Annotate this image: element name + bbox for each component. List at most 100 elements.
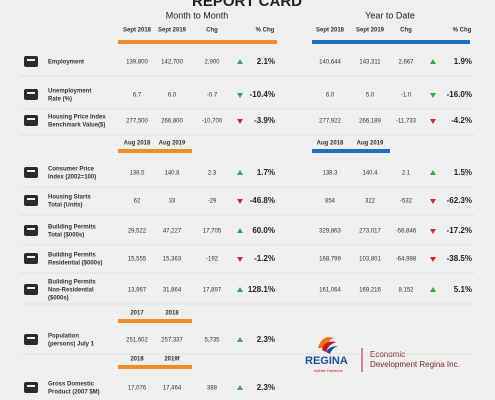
cell: 17,076 xyxy=(128,386,147,392)
pct-change: -38.5% xyxy=(447,254,472,263)
row-label: Consumer Price xyxy=(48,167,95,173)
row-icon xyxy=(24,89,38,100)
pct-change: -3.9% xyxy=(254,116,275,125)
arrow-up xyxy=(237,337,243,342)
cell: 143,311 xyxy=(359,60,381,66)
logo-swoosh xyxy=(326,346,338,354)
row-label: Housing Price Index xyxy=(48,115,106,121)
row-icon-detail xyxy=(27,385,35,387)
row-icon xyxy=(24,56,38,67)
title: REPORT CARD xyxy=(192,0,302,10)
pct-change: 128.1% xyxy=(248,285,275,294)
cell: -10,700 xyxy=(202,119,223,125)
cell: -192 xyxy=(206,257,219,263)
arrow-up xyxy=(237,59,243,64)
logo-org: Economic xyxy=(370,350,405,359)
arrow-up xyxy=(237,228,243,233)
row-label: Index (2002=100) xyxy=(48,175,96,181)
pct-change: -10.4% xyxy=(250,90,275,99)
arrow-up xyxy=(237,287,243,292)
cell: 329,863 xyxy=(319,229,341,235)
arrow-down xyxy=(430,257,436,262)
cell: -532 xyxy=(400,199,413,205)
pct-change: 2.3% xyxy=(257,335,275,344)
month-header: Month to Month xyxy=(166,10,229,20)
row-label: Employment xyxy=(48,60,84,66)
row-icon xyxy=(24,253,38,264)
cell: 15,555 xyxy=(128,257,147,263)
pct-change: 5.1% xyxy=(454,285,472,294)
cell: 140.8 xyxy=(164,171,180,177)
logo-tagline: Infinite Horizons xyxy=(314,368,343,373)
period-label: Aug 2018 xyxy=(317,141,344,147)
month-bar xyxy=(118,40,277,44)
logo-org: Development Regina Inc. xyxy=(370,360,460,369)
pct-change: 2.1% xyxy=(257,57,275,66)
period-label: 2018 xyxy=(130,357,144,363)
row-icon-detail xyxy=(27,92,35,94)
cell: 277,922 xyxy=(319,119,341,125)
arrow-down xyxy=(430,93,436,98)
cell: 5,735 xyxy=(204,338,220,344)
cell: 15,363 xyxy=(163,257,182,263)
pct-change: -1.2% xyxy=(254,254,275,263)
period-bar xyxy=(118,149,192,153)
row-icon xyxy=(24,284,38,295)
cell: 140.4 xyxy=(362,171,378,177)
period-label: 2019f xyxy=(164,357,180,363)
row-label: Non-Residential xyxy=(48,288,94,294)
row-icon xyxy=(24,167,38,178)
period-bar xyxy=(118,365,192,369)
arrow-down xyxy=(237,257,243,262)
column-header: Sept 2019 xyxy=(356,28,385,34)
cell: 17,897 xyxy=(203,288,222,294)
cell: 277,500 xyxy=(126,119,148,125)
logo-swoosh xyxy=(322,341,336,352)
cell: 2.3 xyxy=(208,171,217,177)
pct-change: -62.3% xyxy=(447,196,472,205)
period-label: Aug 2019 xyxy=(159,141,186,147)
column-header: % Chg xyxy=(453,28,472,34)
row-icon xyxy=(24,334,38,345)
row-label: Residential ($000s) xyxy=(48,261,102,267)
arrow-down xyxy=(430,119,436,124)
cell: 142,700 xyxy=(161,60,183,66)
cell: 139,800 xyxy=(126,60,148,66)
arrow-down xyxy=(430,199,436,204)
row-icon-detail xyxy=(27,198,35,200)
row-label: Benchmark Value($) xyxy=(48,123,105,129)
cell: 17,705 xyxy=(203,229,222,235)
cell: 5.0 xyxy=(366,93,375,99)
arrow-down xyxy=(237,93,243,98)
row-label: Product (2007 $M) xyxy=(48,390,100,396)
row-label: Rate (%) xyxy=(48,97,72,103)
cell: 266,800 xyxy=(161,119,183,125)
cell: 2,900 xyxy=(204,60,220,66)
period-bar xyxy=(118,319,192,323)
arrow-up xyxy=(430,287,436,292)
cell: -56,846 xyxy=(396,229,417,235)
cell: 6.0 xyxy=(326,93,335,99)
cell: 251,602 xyxy=(126,338,148,344)
row-icon-detail xyxy=(27,228,35,230)
cell: 169,216 xyxy=(359,288,381,294)
cell: -11,733 xyxy=(396,119,417,125)
cell: 322 xyxy=(365,199,376,205)
column-header: Chg xyxy=(400,28,412,34)
pct-change: -4.2% xyxy=(451,116,472,125)
cell: 6.0 xyxy=(168,93,177,99)
row-icon-detail xyxy=(27,170,35,172)
cell: 29,522 xyxy=(128,229,147,235)
cell: 33 xyxy=(169,199,176,205)
row-label: Building Permits xyxy=(48,225,96,231)
cell: 138.3 xyxy=(322,171,338,177)
row-label: Total (Units) xyxy=(48,203,83,209)
row-label: Gross Domestic xyxy=(48,382,95,388)
row-label: Population xyxy=(48,334,79,340)
cell: 2.1 xyxy=(402,171,411,177)
arrow-down xyxy=(430,229,436,234)
column-header: Sept 2019 xyxy=(158,28,187,34)
